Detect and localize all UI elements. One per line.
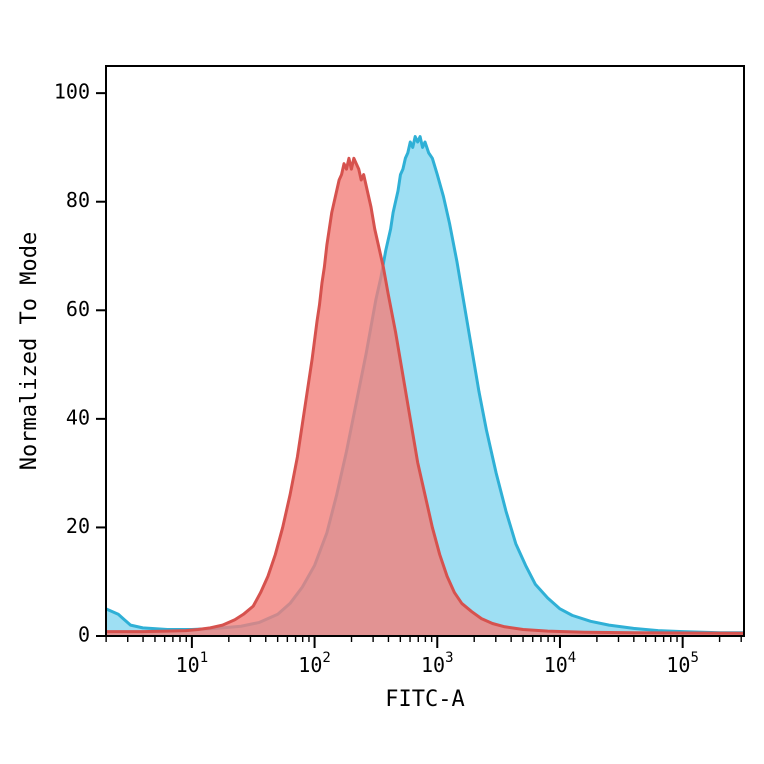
flow-cytometry-histogram: 020406080100101102103104105FITC-ANormali… (0, 0, 764, 764)
y-tick-label: 40 (66, 405, 90, 429)
y-axis-label: Normalized To Mode (17, 232, 42, 470)
chart-svg: 020406080100101102103104105FITC-ANormali… (0, 0, 764, 764)
y-tick-label: 60 (66, 297, 90, 321)
y-tick-label: 80 (66, 188, 90, 212)
y-tick-label: 0 (78, 623, 90, 647)
y-tick-label: 20 (66, 514, 90, 538)
y-tick-label: 100 (54, 80, 90, 104)
x-axis-label: FITC-A (385, 687, 464, 712)
